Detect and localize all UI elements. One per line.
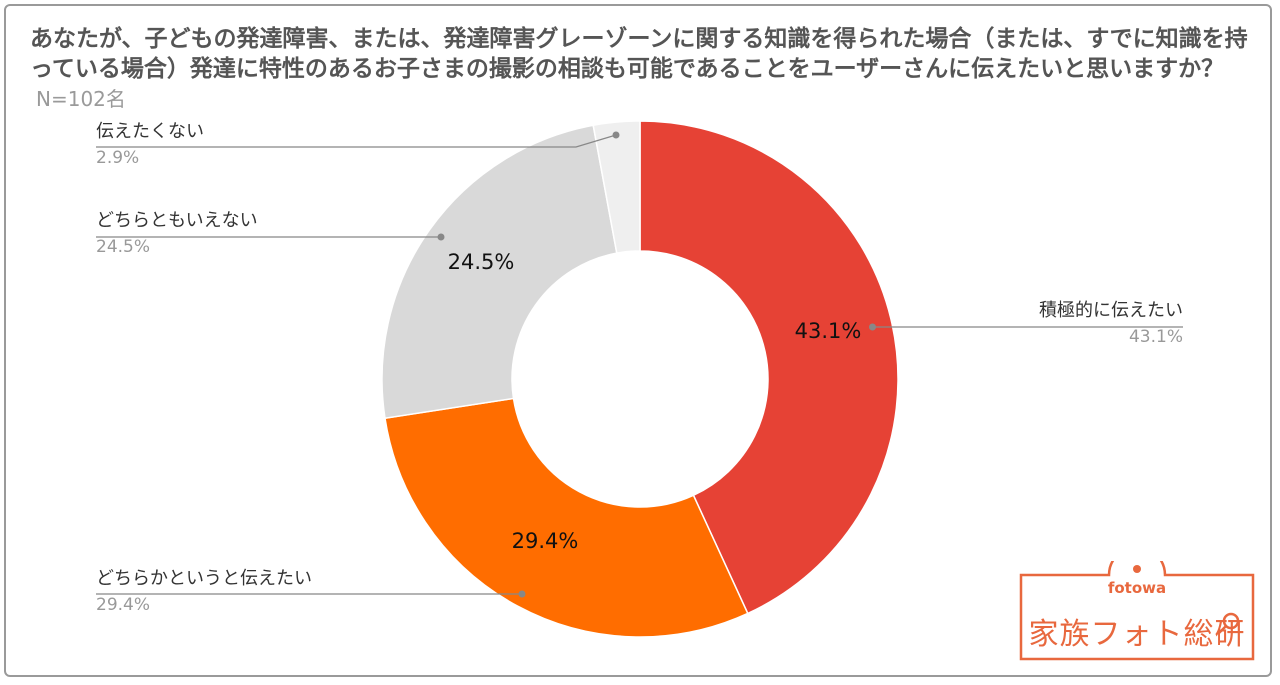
slice-strongly-yes-value-label: 43.1% <box>795 319 862 343</box>
slice-somewhat-yes-value-label: 29.4% <box>512 529 579 553</box>
leader-lines <box>96 131 1183 598</box>
logo-sub: fotowa <box>1107 579 1167 597</box>
donut-slices <box>381 120 899 638</box>
slice-no-leader <box>96 134 617 148</box>
slice-no-pct-label: 2.9% <box>96 148 139 168</box>
magnifier-icon <box>1217 612 1240 635</box>
slice-somewhat-yes-pct-label: 29.4% <box>96 595 150 615</box>
slice-no-name-label: 伝えたくない <box>96 121 204 142</box>
slice-somewhat-yes-leader-dot <box>518 590 526 598</box>
slice-strongly-yes-name-label: 積極的に伝えたい <box>1039 300 1183 321</box>
slice-somewhat-yes-name-label: どちらかというと伝えたい <box>96 568 312 589</box>
title-question: あなたが、子どもの発達障害、または、発達障害グレーゾーンに関する知識を得られた場… <box>30 26 1248 82</box>
slice-labels: 積極的に伝えたい 43.1% 43.1% どちらかというと伝えたい 29.4% 29.4%… <box>96 121 1183 615</box>
slice-strongly-yes <box>639 120 899 615</box>
slice-neutral-leader-dot <box>437 233 445 241</box>
slice-no-leader-dot <box>612 131 620 139</box>
slice-somewhat-yes <box>384 397 749 638</box>
chart-title: あなたが、子どもの発達障害、または、発達障害グレーゾーンに関する知識を得られた場… <box>30 24 1250 114</box>
fotowa-logo: fotowa 家族フォト総研 <box>1017 545 1257 663</box>
slice-no <box>592 120 641 254</box>
slice-neutral-value-label: 24.5% <box>448 250 515 274</box>
logo-main: 家族フォト総研 <box>1028 617 1246 652</box>
slice-strongly-yes-pct-label: 43.1% <box>1129 327 1183 347</box>
slice-neutral-pct-label: 24.5% <box>96 237 150 257</box>
sample-size: N=102名 <box>36 87 126 111</box>
slice-strongly-yes-leader-dot <box>868 323 876 331</box>
slice-neutral <box>381 124 618 420</box>
slice-neutral-name-label: どちらともいえない <box>96 210 258 231</box>
